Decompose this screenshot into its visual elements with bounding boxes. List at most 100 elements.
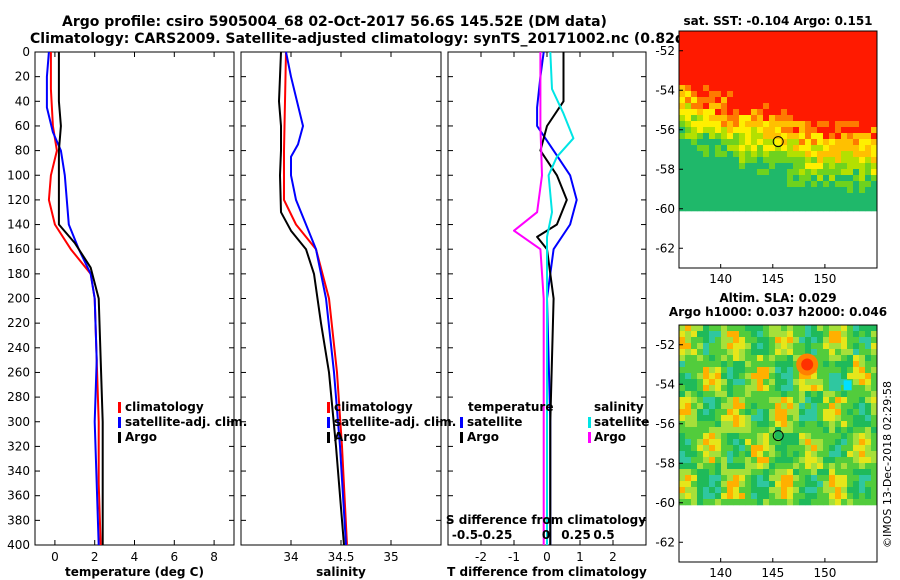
map-cell [739, 187, 746, 194]
map-cell [835, 409, 842, 416]
temperature-ytick-label: 340 [7, 464, 30, 478]
map-cell [763, 457, 770, 464]
map-cell [715, 457, 722, 464]
map-cell [829, 493, 836, 500]
map-cell [817, 469, 824, 476]
map-cell [685, 463, 692, 470]
map-cell [793, 37, 800, 44]
map-cell [799, 73, 806, 80]
map-cell [685, 439, 692, 446]
map-cell [775, 205, 782, 212]
map-cell [733, 433, 740, 440]
map-cell [787, 31, 794, 38]
map-cell [769, 61, 776, 68]
map-cell [835, 67, 842, 74]
map-cell [787, 73, 794, 80]
map-cell [835, 415, 842, 422]
map-cell [715, 463, 722, 470]
map-cell [835, 169, 842, 176]
map-cell [841, 157, 848, 164]
map-cell [859, 157, 866, 164]
map-cell [751, 373, 758, 380]
map-cell [679, 175, 686, 182]
map-cell [847, 157, 854, 164]
map-cell [853, 445, 860, 452]
map-cell [703, 115, 710, 122]
map-cell [721, 175, 728, 182]
map-cell [859, 187, 866, 194]
map-cell [829, 481, 836, 488]
map-cell [721, 367, 728, 374]
map-cell [841, 427, 848, 434]
map-cell [799, 157, 806, 164]
map-cell [709, 79, 716, 86]
map-cell [757, 151, 764, 158]
map-cell [763, 451, 770, 458]
temperature-ytick-label: 400 [7, 538, 30, 552]
map-cell [709, 367, 716, 374]
map-cell [787, 379, 794, 386]
map-cell [805, 403, 812, 410]
map-cell [853, 349, 860, 356]
map-cell [685, 445, 692, 452]
map-cell [853, 109, 860, 116]
map-cell [703, 427, 710, 434]
map-cell [787, 457, 794, 464]
map-cell [805, 109, 812, 116]
map-cell [847, 109, 854, 116]
map-cell [841, 337, 848, 344]
map-cell [769, 97, 776, 104]
map-cell [685, 325, 692, 332]
map-cell [769, 481, 776, 488]
map-cell [835, 55, 842, 62]
map-cell [775, 163, 782, 170]
map-cell [733, 133, 740, 140]
map-cell [787, 475, 794, 482]
map-cell [715, 73, 722, 80]
map-cell [829, 463, 836, 470]
map-cell [679, 199, 686, 206]
map-cell [739, 127, 746, 134]
map-cell [835, 109, 842, 116]
map-cell [709, 397, 716, 404]
map-cell [775, 367, 782, 374]
map-cell [697, 457, 704, 464]
map-cell [739, 469, 746, 476]
map-cell [733, 457, 740, 464]
map-cell [709, 73, 716, 80]
map-cell [715, 385, 722, 392]
map-cell [727, 475, 734, 482]
map-cell [733, 175, 740, 182]
map-cell [835, 379, 842, 386]
map-cell [769, 397, 776, 404]
map-xtick-label: 140 [709, 566, 732, 580]
map-cell [871, 493, 878, 500]
map-cell [781, 433, 788, 440]
map-cell [727, 355, 734, 362]
map-cell [757, 391, 764, 398]
map-cell [865, 337, 872, 344]
map-cell [847, 433, 854, 440]
map-cell [721, 151, 728, 158]
map-cell [745, 499, 752, 506]
map-cell [829, 169, 836, 176]
map-cell [811, 133, 818, 140]
map-cell [769, 79, 776, 86]
map-cell [703, 49, 710, 56]
map-cell [727, 205, 734, 212]
map-cell [685, 31, 692, 38]
map-cell [847, 103, 854, 110]
map-cell [799, 457, 806, 464]
map-cell [835, 373, 842, 380]
map-cell [799, 451, 806, 458]
map-cell [853, 73, 860, 80]
map-cell [823, 151, 830, 158]
map-cell [793, 193, 800, 200]
map-cell [733, 451, 740, 458]
map-cell [871, 97, 878, 104]
map-cell [859, 151, 866, 158]
map-cell [841, 487, 848, 494]
map-cell [745, 439, 752, 446]
map-cell [793, 199, 800, 206]
map-cell [835, 457, 842, 464]
